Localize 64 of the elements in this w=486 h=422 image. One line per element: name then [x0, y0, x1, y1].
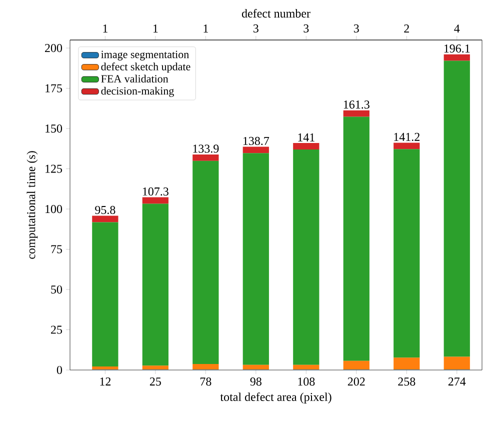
bar: [394, 358, 420, 370]
legend-label: decision-making: [101, 86, 174, 97]
text: 1: [153, 24, 158, 32]
bar: [142, 204, 168, 366]
y-tick-label: 25: [51, 326, 62, 334]
x-tick-label: 258: [398, 378, 416, 386]
total-label: 138.7: [243, 136, 270, 146]
x-tick-label: 78: [200, 378, 212, 386]
x-tick-label: 25: [150, 378, 161, 386]
bar: [92, 366, 118, 370]
total-label: 196.1: [444, 44, 470, 53]
total-label: 161.3: [344, 100, 370, 109]
text: 3: [304, 24, 309, 32]
bar: [343, 360, 370, 370]
bar: [192, 364, 219, 370]
x-tick-label: 98: [250, 378, 262, 386]
bar: [293, 149, 320, 365]
x2-axis-title: defect number: [242, 9, 310, 18]
total-label: 95.8: [95, 206, 116, 214]
legend-label: FEA validation: [101, 74, 168, 83]
bar: [242, 153, 269, 365]
bar: [293, 364, 320, 370]
total-label: 133.9: [193, 144, 219, 153]
y-tick-label: 150: [46, 124, 62, 133]
x-tick-label: 274: [448, 378, 466, 386]
y-tick-label: 0: [56, 366, 62, 374]
legend-label: image segmentation: [101, 50, 189, 60]
x-tick-label: 108: [298, 378, 315, 386]
bar: [192, 160, 219, 364]
bar: [142, 197, 168, 204]
bar: [444, 356, 470, 370]
x-tick-label: 202: [348, 378, 365, 386]
bar: [343, 116, 370, 361]
text: 3: [253, 24, 258, 32]
text: 4: [454, 24, 460, 32]
legend-label: defect sketch update: [101, 62, 190, 73]
text: 1: [103, 24, 108, 32]
text: 2: [404, 24, 409, 32]
bar: [242, 364, 269, 370]
bar: [343, 110, 370, 117]
bar: [242, 146, 269, 154]
total-label: 141.2: [394, 132, 420, 142]
bar: [92, 216, 118, 222]
total-label: 107.3: [142, 187, 168, 196]
total-label: 141: [298, 133, 314, 142]
text: 1: [204, 24, 208, 32]
y-tick-label: 100: [46, 204, 62, 214]
y-tick-label: 125: [46, 164, 62, 173]
y-axis-title: computational time (s): [26, 151, 38, 259]
bar: [394, 142, 420, 150]
bar: [444, 60, 470, 357]
bar: [394, 149, 420, 358]
bar: [192, 154, 219, 161]
y-tick-label: 75: [51, 245, 62, 254]
x-tick-label: 12: [100, 378, 111, 386]
y-tick-label: 50: [51, 285, 62, 294]
x-axis-title: total defect area (pixel): [220, 392, 332, 404]
y-tick-label: 175: [46, 84, 62, 92]
bar: [92, 222, 118, 366]
bar: [142, 366, 168, 370]
bar: [444, 54, 470, 61]
y-tick-label: 200: [45, 44, 62, 52]
bar: [293, 143, 320, 150]
text: 3: [354, 24, 359, 32]
